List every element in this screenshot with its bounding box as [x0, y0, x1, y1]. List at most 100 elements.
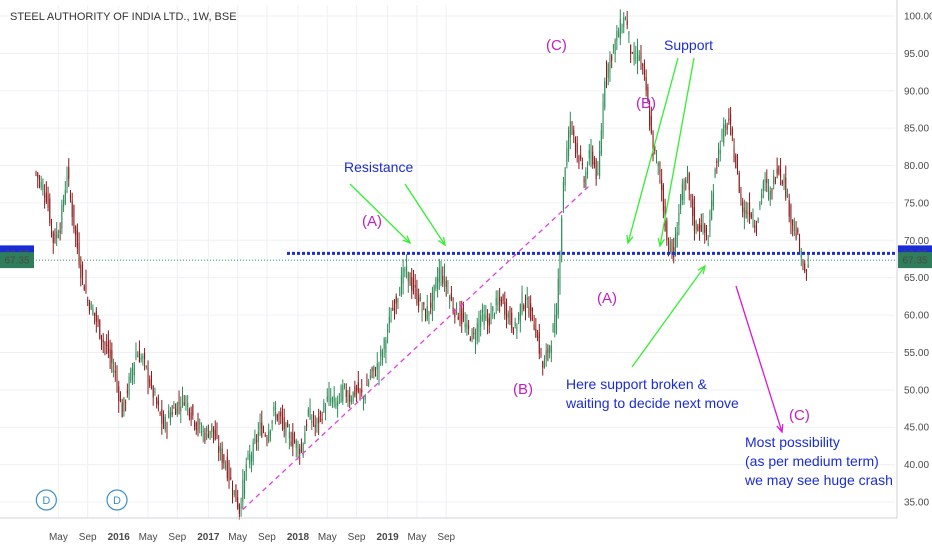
- candle-body: [743, 207, 745, 218]
- candle-body: [542, 361, 544, 368]
- candle-body: [94, 312, 96, 316]
- candle-body: [307, 409, 309, 416]
- candle-body: [611, 55, 613, 61]
- candle-body: [628, 31, 630, 35]
- candle-body: [680, 194, 682, 210]
- candle-body: [443, 274, 446, 283]
- candle-body: [771, 188, 773, 194]
- candle-body: [638, 55, 640, 61]
- candle-body: [221, 448, 223, 463]
- candle-body: [154, 391, 156, 393]
- candle-body: [537, 335, 539, 339]
- candle-body: [519, 304, 521, 322]
- candle-body: [299, 449, 301, 455]
- candle-body: [550, 345, 552, 353]
- candle-body: [749, 202, 751, 218]
- candle-body: [114, 371, 116, 373]
- candle-body: [354, 386, 356, 396]
- x-tick-label: 2017: [197, 532, 220, 543]
- candle-body: [742, 201, 744, 213]
- candle-body: [54, 233, 56, 241]
- candle-body: [111, 350, 113, 363]
- x-tick-label: May: [228, 532, 247, 543]
- dividend-marker: [106, 489, 128, 511]
- candle-body: [626, 20, 628, 26]
- candle-body: [676, 232, 678, 248]
- candle-body: [468, 325, 470, 329]
- candle-body: [445, 280, 447, 287]
- candle-body: [356, 388, 358, 391]
- candle-body: [350, 399, 352, 402]
- candle-body: [371, 367, 373, 371]
- candle-body: [588, 149, 590, 159]
- candle-body: [599, 151, 601, 176]
- candle-body: [361, 389, 363, 393]
- candle-body: [375, 375, 377, 377]
- candle-body: [764, 178, 766, 183]
- candle-body: [183, 402, 185, 406]
- candle-body: [342, 385, 344, 402]
- candle-body: [223, 454, 225, 464]
- candle-body: [304, 432, 306, 445]
- candle-body: [275, 411, 277, 419]
- candle-body: [571, 122, 573, 124]
- candle-body: [793, 226, 795, 232]
- x-tick-label: May: [139, 532, 158, 543]
- candle-body: [521, 292, 523, 314]
- candle-body: [99, 320, 101, 339]
- candle-body: [78, 242, 80, 266]
- x-tick-label: Sep: [348, 532, 366, 543]
- candle-body: [805, 276, 807, 279]
- candle-body: [200, 431, 202, 434]
- candle-body: [68, 167, 70, 180]
- candle-body: [678, 212, 680, 225]
- candle-body: [233, 490, 235, 496]
- candle-body: [364, 396, 366, 400]
- candle-body: [711, 200, 713, 220]
- arrow-resistance-1-head: [402, 235, 412, 245]
- candle-body: [757, 218, 759, 222]
- candle-body: [283, 417, 285, 429]
- candle-body: [559, 254, 561, 289]
- candle-body: [406, 265, 408, 272]
- candle-body: [383, 338, 385, 349]
- arrow-resistance-1: [349, 183, 411, 244]
- candle-body: [273, 406, 275, 411]
- candle-body: [142, 356, 144, 359]
- candle-body: [500, 299, 502, 306]
- candle-body: [121, 402, 123, 418]
- candle-body: [686, 174, 689, 178]
- candle-body: [733, 148, 735, 162]
- candle-body: [42, 185, 44, 190]
- candle-body: [175, 408, 177, 415]
- candle-body: [357, 381, 359, 393]
- candle-body: [476, 323, 478, 341]
- arrow-support-2: [659, 57, 695, 247]
- candle-body: [333, 395, 335, 403]
- candle-body: [76, 230, 78, 249]
- candle-body: [712, 192, 714, 206]
- candle-body: [161, 409, 163, 424]
- candle-body: [173, 407, 175, 409]
- candle-body: [747, 212, 749, 214]
- arrow-broken-head: [697, 264, 706, 274]
- candle-body: [71, 200, 73, 217]
- candle-body: [456, 303, 458, 313]
- candle-body: [133, 362, 135, 376]
- candle-body: [704, 224, 706, 233]
- arrow-broken: [631, 265, 706, 368]
- candle-body: [430, 302, 432, 308]
- candle-body: [197, 418, 199, 431]
- candle-body: [681, 183, 683, 201]
- x-tick-label: Sep: [168, 532, 186, 543]
- label-broken-1: Here support broken &: [566, 376, 708, 392]
- candle-body: [118, 386, 120, 401]
- candle-body: [416, 288, 418, 304]
- trend-line: [242, 183, 592, 510]
- candle-body: [407, 271, 409, 282]
- candle-body: [740, 194, 742, 199]
- annotations: Resistance (A) (B) (C) (B) (A) (C) Support Here …: [344, 37, 893, 488]
- candle-body: [199, 422, 201, 425]
- candle-body: [578, 156, 580, 164]
